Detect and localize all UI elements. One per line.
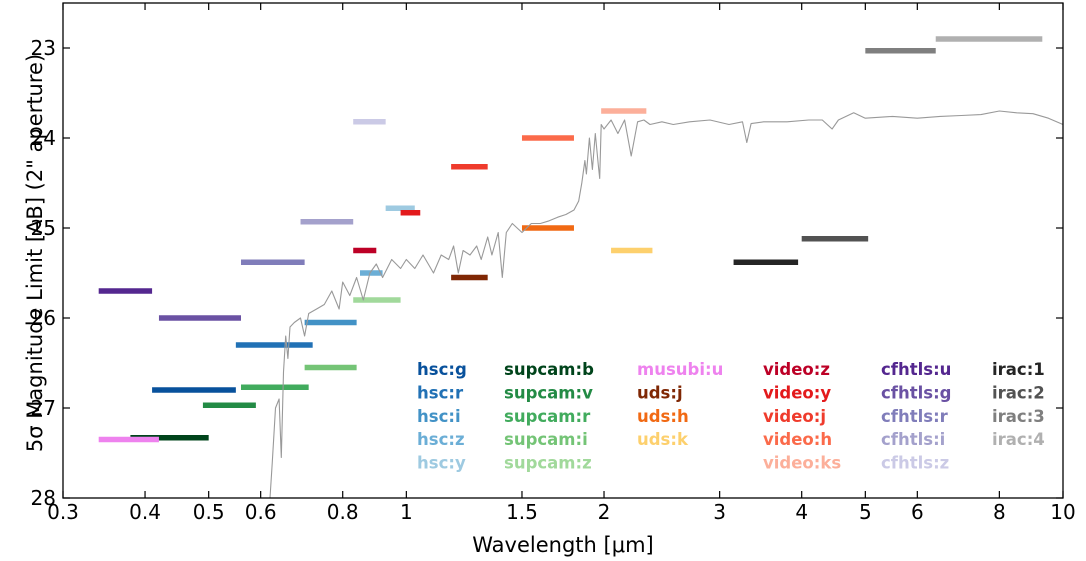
x-tick-label: 3: [713, 500, 726, 524]
x-tick-label: 0.8: [327, 500, 359, 524]
legend-entry-video-h: video:h: [763, 430, 832, 449]
legend-entry-supcam-i: supcam:i: [504, 430, 588, 449]
filter-depth-bars: [98, 36, 1043, 443]
spectrum-line: [269, 110, 1064, 499]
legend-entry-supcam-v: supcam:v: [504, 383, 593, 402]
legend-entry-uds-k: uds:k: [637, 430, 689, 449]
legend-entry-video-j: video:j: [763, 407, 826, 426]
legend-entry-hsc-i: hsc:i: [417, 407, 461, 426]
legend-entry-cfhtls-z: cfhtls:z: [881, 454, 949, 473]
y-tick-label: 23: [31, 36, 56, 60]
legend-entry-cfhtls-r: cfhtls:r: [881, 407, 949, 426]
legend: hsc:g hsc:r hsc:i hsc:z hsc:y supcam:b supcam:…: [417, 360, 1045, 473]
legend-entry-irac-3: irac:3: [992, 407, 1045, 426]
x-tick-label: 8: [993, 500, 1006, 524]
legend-entry-video-z: video:z: [763, 360, 830, 379]
x-tick-label: 0.6: [245, 500, 277, 524]
plot-frame: [62, 2, 1064, 499]
x-tick-label: 4: [795, 500, 808, 524]
legend-entry-video-ks: video:ks: [763, 454, 841, 473]
y-tick-label: 26: [31, 306, 56, 330]
x-tick-label: 1.5: [506, 500, 538, 524]
y-tick-label: 28: [31, 486, 56, 510]
legend-entry-irac-2: irac:2: [992, 383, 1045, 402]
legend-entry-uds-h: uds:h: [637, 407, 689, 426]
galaxy-spectrum: [269, 110, 1064, 499]
legend-entry-musubi-u: musubi:u: [637, 360, 723, 379]
legend-entry-hsc-z: hsc:z: [417, 430, 465, 449]
y-tick-label: 25: [31, 216, 56, 240]
legend-entry-irac-1: irac:1: [992, 360, 1045, 379]
y-axis-label: 5σ Magnitude Limit [AB] (2" aperture): [23, 54, 47, 452]
x-tick-label: 2: [598, 500, 611, 524]
x-tick-label: 0.5: [193, 500, 225, 524]
x-tick-label: 0.3: [47, 500, 79, 524]
legend-entry-cfhtls-g: cfhtls:g: [881, 383, 951, 402]
legend-entry-cfhtls-u: cfhtls:u: [881, 360, 951, 379]
legend-entry-uds-j: uds:j: [637, 383, 683, 402]
x-tick-label: 6: [911, 500, 924, 524]
x-tick-label: 5: [859, 500, 872, 524]
legend-entry-supcam-b: supcam:b: [504, 360, 594, 379]
y-tick-label: 27: [31, 396, 56, 420]
legend-entry-video-y: video:y: [763, 383, 831, 402]
x-tick-label: 1: [400, 500, 413, 524]
legend-entry-irac-4: irac:4: [992, 430, 1045, 449]
x-tick-label: 0.4: [129, 500, 161, 524]
x-axis-label: Wavelength [μm]: [472, 533, 653, 557]
legend-entry-hsc-y: hsc:y: [417, 454, 466, 473]
legend-entry-hsc-g: hsc:g: [417, 360, 467, 379]
legend-entry-supcam-z: supcam:z: [504, 454, 592, 473]
x-tick-label: 10: [1050, 500, 1075, 524]
legend-entry-cfhtls-i: cfhtls:i: [881, 430, 945, 449]
y-tick-label: 24: [31, 126, 56, 150]
legend-entry-hsc-r: hsc:r: [417, 383, 464, 402]
legend-entry-supcam-r: supcam:r: [504, 407, 591, 426]
